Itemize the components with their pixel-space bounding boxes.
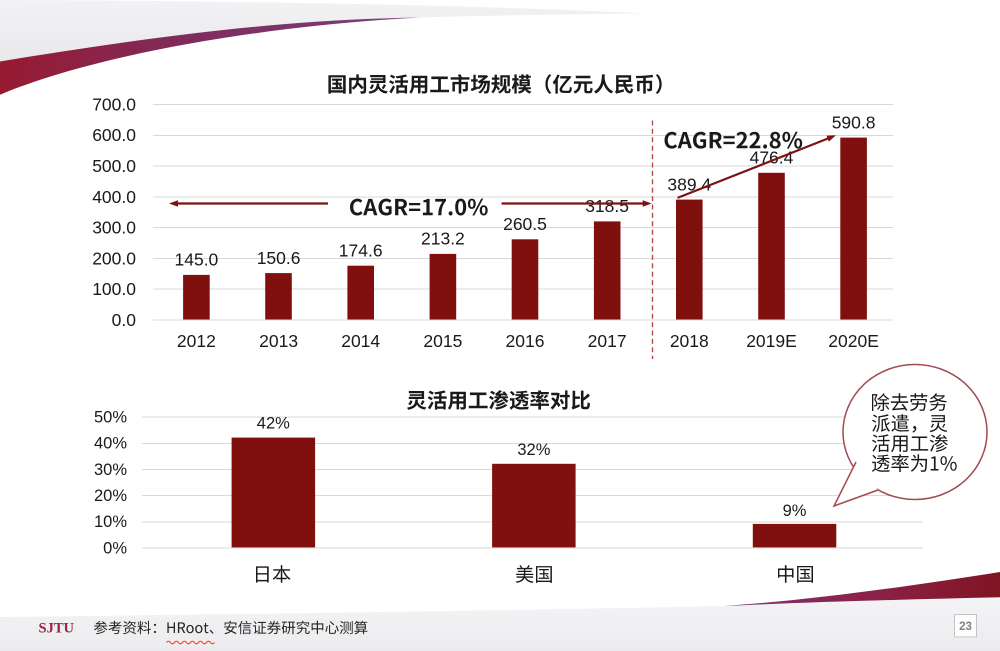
svg-text:10%: 10% (94, 513, 127, 531)
svg-text:476.4: 476.4 (750, 148, 794, 168)
svg-text:32%: 32% (517, 441, 550, 459)
svg-text:40%: 40% (94, 435, 127, 453)
svg-text:2019E: 2019E (746, 331, 797, 351)
svg-text:2020E: 2020E (828, 331, 879, 351)
svg-text:700.0: 700.0 (92, 94, 136, 114)
svg-text:20%: 20% (94, 487, 127, 505)
svg-text:42%: 42% (257, 415, 290, 433)
svg-text:600.0: 600.0 (92, 125, 136, 145)
svg-text:9%: 9% (783, 502, 807, 520)
svg-text:150.6: 150.6 (257, 248, 301, 268)
svg-text:2017: 2017 (588, 331, 627, 351)
svg-text:260.5: 260.5 (503, 214, 547, 234)
svg-text:213.2: 213.2 (421, 229, 465, 249)
svg-text:2016: 2016 (506, 331, 545, 351)
svg-text:590.8: 590.8 (832, 112, 876, 132)
svg-text:50%: 50% (94, 409, 127, 427)
svg-text:2013: 2013 (259, 331, 298, 351)
svg-text:318.5: 318.5 (585, 196, 629, 216)
svg-text:174.6: 174.6 (339, 240, 383, 260)
svg-text:2012: 2012 (177, 331, 216, 351)
svg-text:0.0: 0.0 (112, 310, 137, 330)
svg-text:SJTU: SJTU (39, 621, 75, 637)
svg-text:2018: 2018 (670, 331, 709, 351)
svg-text:100.0: 100.0 (92, 279, 136, 299)
svg-text:389.4: 389.4 (667, 174, 711, 194)
svg-text:0%: 0% (103, 539, 127, 557)
svg-text:2014: 2014 (341, 331, 380, 351)
svg-text:30%: 30% (94, 461, 127, 479)
svg-text:23: 23 (959, 621, 972, 633)
svg-text:300.0: 300.0 (92, 218, 136, 238)
svg-text:2015: 2015 (423, 331, 462, 351)
svg-text:145.0: 145.0 (175, 250, 219, 270)
svg-text:400.0: 400.0 (92, 187, 136, 207)
svg-text:500.0: 500.0 (92, 156, 136, 176)
svg-text:200.0: 200.0 (92, 248, 136, 268)
